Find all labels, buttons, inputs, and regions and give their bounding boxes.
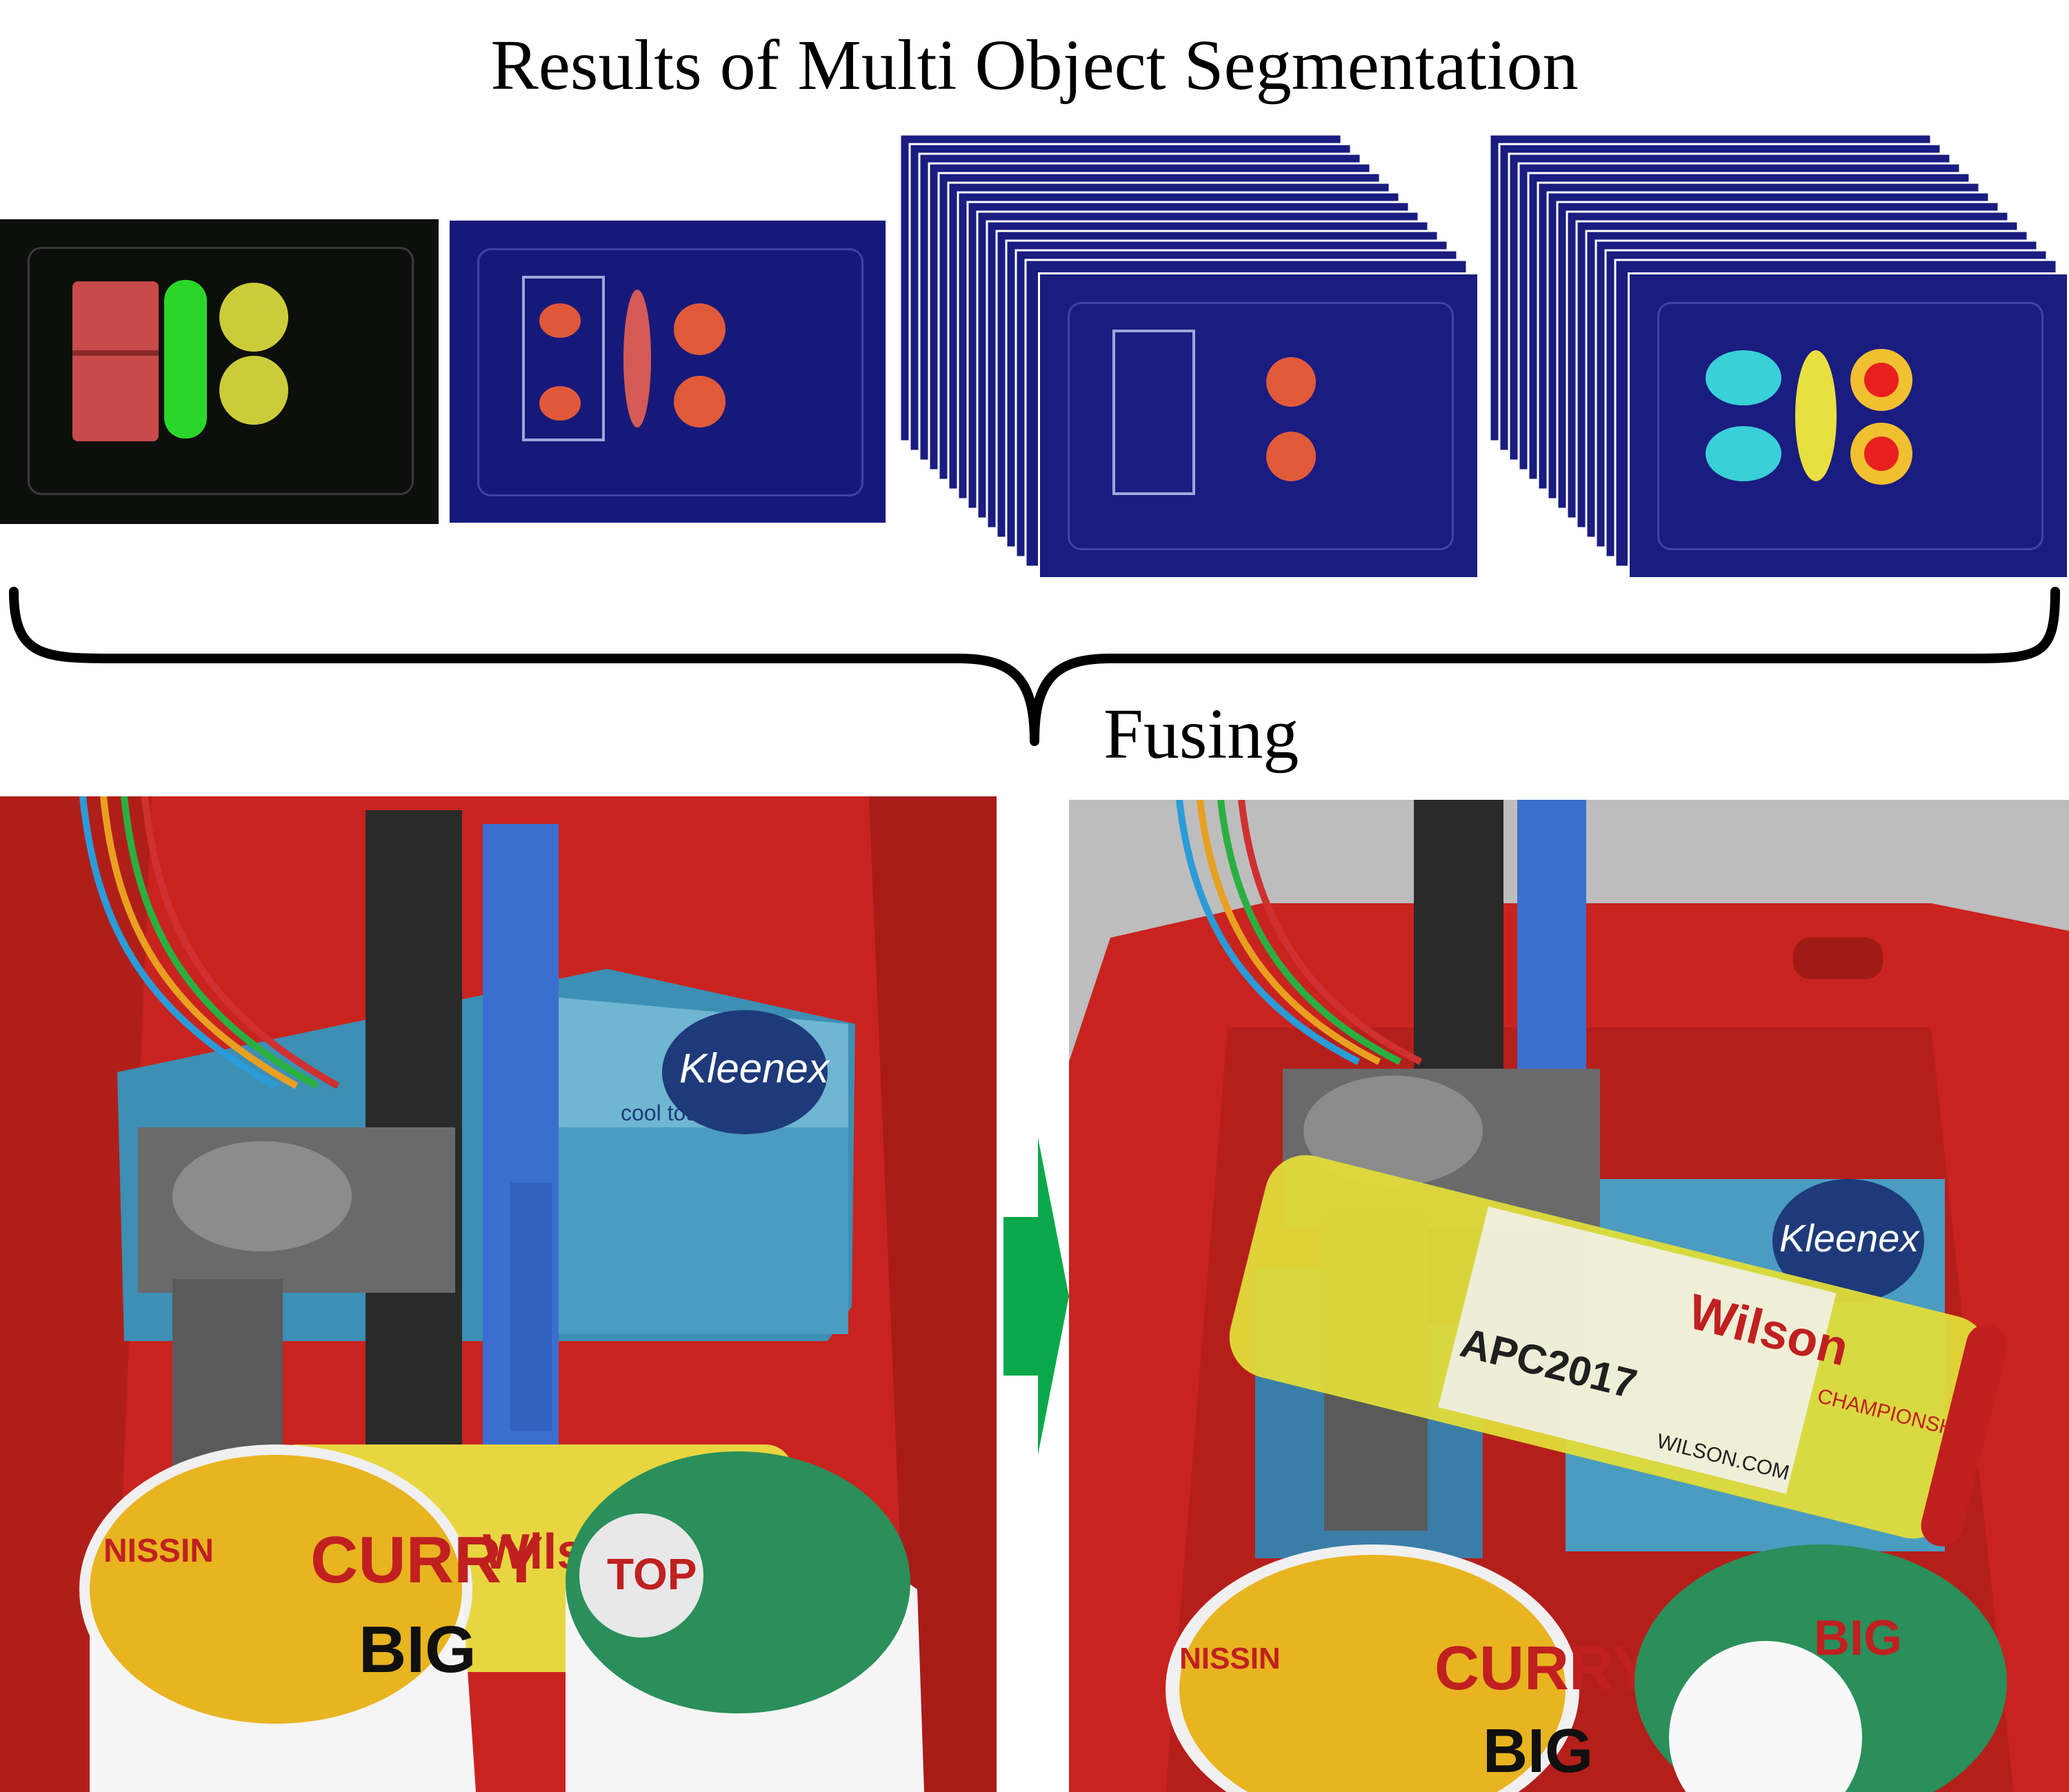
hot-spot: [1266, 357, 1316, 407]
cup1-brand: NISSIN: [1179, 1642, 1281, 1675]
segment-green-bar: [164, 280, 207, 439]
segment-yellow-bottom: [219, 356, 288, 425]
cup2-text: BIG: [1814, 1611, 1902, 1666]
scene-after: Kleenex APC2017 Wilson WILSON.COM CHAMPI…: [1069, 800, 2069, 1792]
figure-title: Results of Multi Object Segmentation: [490, 26, 1579, 105]
hot-spot: [674, 303, 726, 355]
heatmap-stack-2: [1490, 134, 2069, 579]
tote-outline: [477, 248, 863, 496]
hot-spot: [623, 290, 651, 427]
tote-outline: [1068, 302, 1454, 550]
photo-before-grasp: Kleenex cool touch Wilson CURRY BIG NISS…: [0, 796, 997, 1792]
cup2-text: TOP: [607, 1549, 697, 1599]
tote-outline: [28, 247, 414, 495]
hot-spot: [674, 376, 726, 427]
hot-spot: [1706, 426, 1781, 481]
hot-spot: [1795, 350, 1837, 481]
box-outline: [1112, 330, 1195, 495]
hot-spot: [1706, 350, 1781, 405]
cup1-line1: CURRY: [310, 1523, 543, 1597]
hot-spot: [1266, 432, 1316, 481]
scene-before: Kleenex cool touch Wilson CURRY BIG NISS…: [0, 796, 997, 1792]
hot-spot: [539, 303, 581, 338]
cup1-line2: BIG: [1483, 1717, 1593, 1786]
front-heatmap: [1628, 272, 2069, 579]
fusing-label: Fusing: [1103, 694, 1299, 774]
segmentation-label-map: [0, 219, 439, 524]
cup1-line2: BIG: [359, 1613, 477, 1687]
segment-red-divider: [72, 350, 159, 356]
heatmap-stack-1: [900, 134, 1479, 579]
box-outline: [522, 276, 605, 441]
tissue-box-text: cool touch: [621, 1100, 721, 1125]
hot-spot: [1864, 363, 1899, 397]
hot-spot: [1864, 436, 1899, 471]
segment-yellow-top: [219, 283, 288, 352]
segment-red-box: [72, 281, 159, 441]
cup1-brand: NISSIN: [103, 1533, 214, 1569]
tissue-brand-text: Kleenex: [1779, 1216, 1920, 1260]
tote-outline: [1657, 302, 2043, 550]
front-heatmap: [1038, 272, 1479, 579]
hot-spot: [539, 386, 581, 421]
photo-after-grasp: Kleenex APC2017 Wilson WILSON.COM CHAMPI…: [1069, 800, 2069, 1792]
cup1-line1: CURRY: [1435, 1634, 1653, 1703]
heatmap-single: [448, 219, 887, 524]
tissue-brand-text: Kleenex: [679, 1045, 830, 1091]
